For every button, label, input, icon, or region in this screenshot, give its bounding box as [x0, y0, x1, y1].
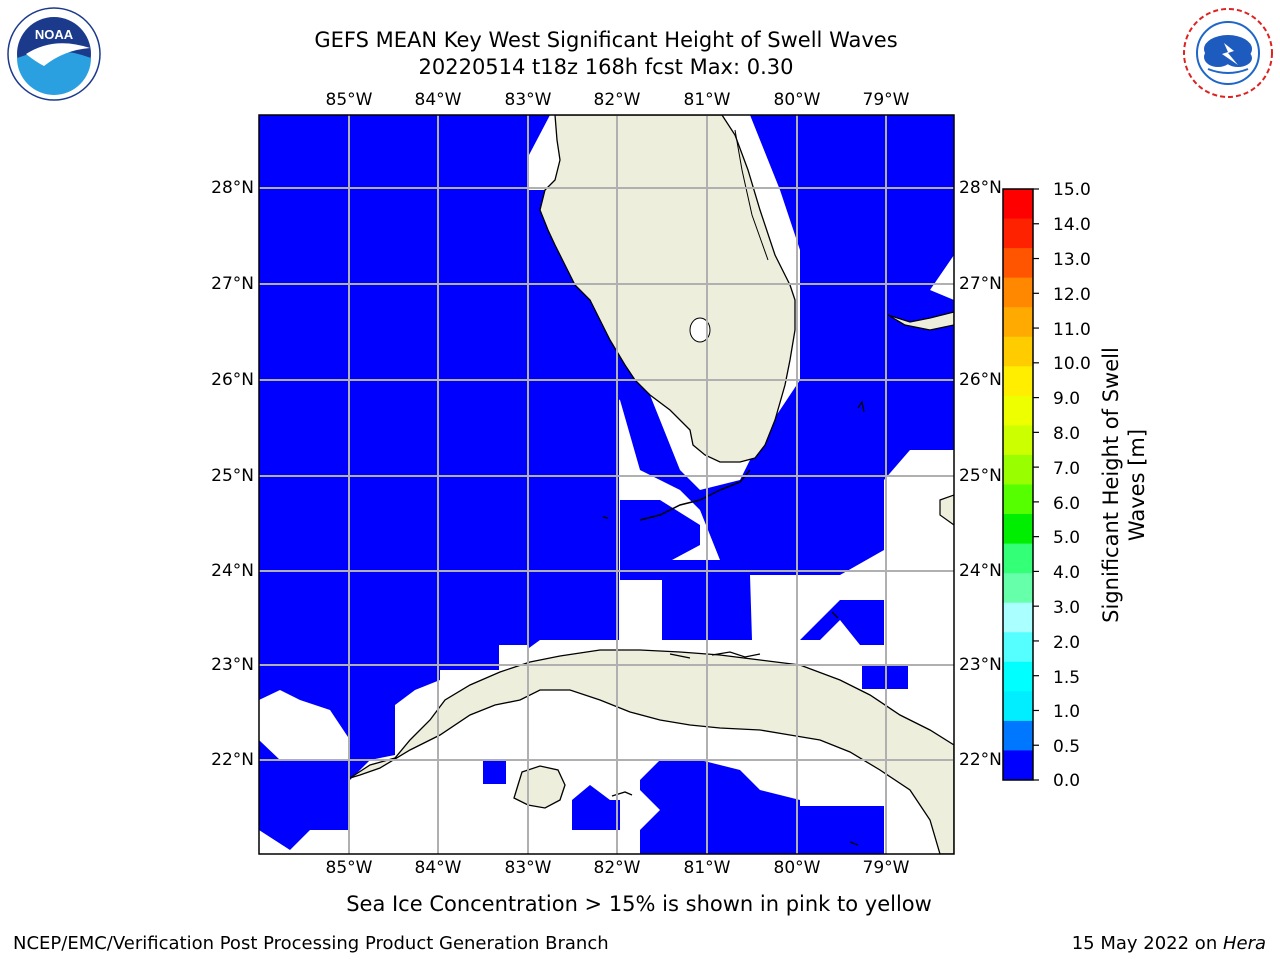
land-bahamas: [887, 311, 954, 331]
colorbar-swatch: [1003, 336, 1033, 367]
colorbar-swatch: [1003, 661, 1033, 692]
lat-label-left: 25°N: [211, 466, 254, 486]
colorbar-tick: 8.0: [1053, 424, 1081, 444]
colorbar-tick: 11.0: [1053, 320, 1091, 340]
colorbar-tick: 1.0: [1053, 702, 1081, 722]
colorbar-swatch: [1003, 573, 1033, 604]
colorbar-tick: 5.0: [1053, 528, 1081, 548]
map-gridlines: [259, 115, 954, 854]
colorbar-swatch: [1003, 395, 1033, 426]
colorbar-tick: 14.0: [1053, 215, 1091, 235]
lon-label-bottom: 82°W: [593, 858, 641, 878]
lon-label-top: 83°W: [504, 90, 552, 110]
colorbar-tick: 15.0: [1053, 180, 1091, 200]
colorbar-swatch: [1003, 189, 1033, 220]
lon-label-bottom: 83°W: [504, 858, 552, 878]
lat-label-right: 24°N: [959, 561, 1002, 581]
colorbar-swatch: [1003, 454, 1033, 485]
colorbar-swatch: [1003, 691, 1033, 722]
colorbar-swatch: [1003, 602, 1033, 633]
colorbar-tick: 12.0: [1053, 285, 1091, 305]
colorbar-swatch: [1003, 543, 1033, 574]
colorbar-frame: [1002, 188, 1034, 781]
lat-label-left: 28°N: [211, 178, 254, 198]
lat-label-right: 23°N: [959, 655, 1002, 675]
lon-label-bottom: 80°W: [773, 858, 821, 878]
colorbar-label: Significant Height of Swell Waves [m]: [1099, 347, 1149, 623]
lat-label-right: 27°N: [959, 274, 1002, 294]
colorbar-tick: 13.0: [1053, 250, 1091, 270]
lat-label-left: 24°N: [211, 561, 254, 581]
lat-label-left: 27°N: [211, 274, 254, 294]
colorbar-tick: 10.0: [1053, 354, 1091, 374]
colorbar-swatch: [1003, 514, 1033, 545]
lat-label-left: 26°N: [211, 370, 254, 390]
colorbar-swatch: [1003, 218, 1033, 249]
lon-label-top: 82°W: [593, 90, 641, 110]
lon-label-top: 85°W: [325, 90, 373, 110]
colorbar-swatch: [1003, 632, 1033, 663]
lat-label-right: 25°N: [959, 466, 1002, 486]
lat-label-right: 28°N: [959, 178, 1002, 198]
lon-label-top: 81°W: [683, 90, 731, 110]
lon-label-top: 79°W: [862, 90, 910, 110]
land-isla-juventud: [513, 765, 566, 809]
colorbar-tick: 9.0: [1053, 389, 1081, 409]
plot-title: GEFS MEAN Key West Significant Height of…: [314, 28, 898, 52]
footer-host: Hera: [1222, 933, 1266, 954]
nws-logo-icon: [1182, 7, 1274, 99]
colorbar-tick: 0.5: [1053, 737, 1081, 757]
colorbar-swatch: [1003, 277, 1033, 308]
plot-subtitle: 20220514 t18z 168h fcst Max: 0.30: [418, 55, 794, 79]
colorbar-swatch: [1003, 484, 1033, 515]
noaa-logo-text: NOAA: [35, 27, 74, 42]
lon-label-bottom: 84°W: [414, 858, 462, 878]
colorbar-swatch: [1003, 307, 1033, 338]
footer-date-text: 15 May 2022 on: [1071, 933, 1223, 954]
colorbar: [1002, 188, 1039, 781]
colorbar-tick: 1.5: [1053, 668, 1081, 688]
lon-label-bottom: 81°W: [683, 858, 731, 878]
colorbar-tick: 7.0: [1053, 459, 1081, 479]
sea-ice-note: Sea Ice Concentration > 15% is shown in …: [346, 892, 932, 916]
lat-label-right: 22°N: [959, 750, 1002, 770]
lon-label-bottom: 79°W: [862, 858, 910, 878]
footer-date: 15 May 2022 on Hera: [1072, 933, 1266, 955]
colorbar-tick: 2.0: [1053, 633, 1081, 653]
map-frame: [258, 114, 955, 855]
noaa-logo-icon: NOAA: [7, 7, 101, 101]
colorbar-tick: 3.0: [1053, 598, 1081, 618]
footer-credit: NCEP/EMC/Verification Post Processing Pr…: [13, 933, 609, 954]
colorbar-swatch: [1003, 248, 1033, 279]
land-florida: [539, 115, 796, 463]
colorbar-swatch: [1003, 750, 1033, 781]
lon-label-top: 80°W: [773, 90, 821, 110]
colorbar-swatch: [1003, 366, 1033, 397]
colorbar-tick: 0.0: [1053, 771, 1081, 791]
colorbar-swatch: [1003, 425, 1033, 456]
colorbar-tick: 4.0: [1053, 563, 1081, 583]
colorbar-tick: 6.0: [1053, 494, 1081, 514]
lat-label-right: 26°N: [959, 370, 1002, 390]
lat-label-left: 23°N: [211, 655, 254, 675]
lon-label-top: 84°W: [414, 90, 462, 110]
land-cuba: [349, 649, 954, 854]
lat-label-left: 22°N: [211, 750, 254, 770]
lon-label-bottom: 85°W: [325, 858, 373, 878]
colorbar-swatch: [1003, 720, 1033, 751]
